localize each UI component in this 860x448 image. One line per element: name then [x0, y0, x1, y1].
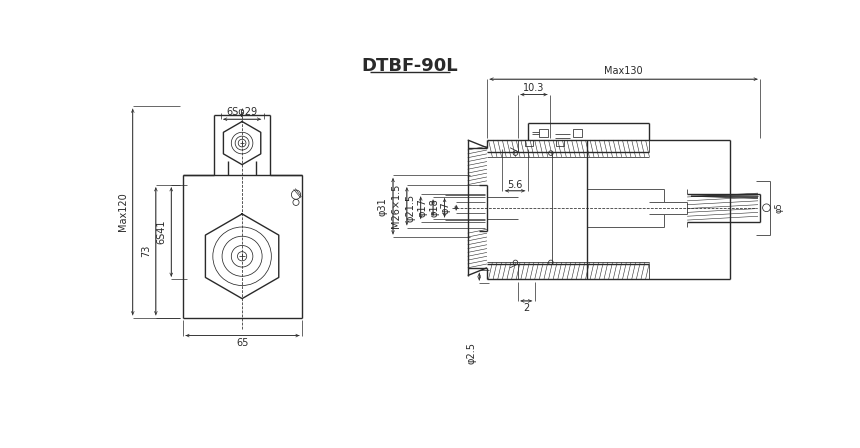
Text: 73: 73 [141, 245, 151, 258]
Text: DTBF-90L: DTBF-90L [362, 57, 458, 75]
Text: 2: 2 [523, 303, 530, 313]
Text: φ31: φ31 [378, 197, 388, 215]
Text: φ21.5: φ21.5 [405, 194, 415, 222]
Text: φ5: φ5 [774, 202, 783, 213]
Bar [556, 140, 564, 146]
Text: Max130: Max130 [605, 66, 643, 77]
Text: φ7: φ7 [441, 202, 451, 214]
Text: Max120: Max120 [118, 193, 128, 231]
Text: 6Sφ29: 6Sφ29 [226, 107, 258, 117]
Text: 65: 65 [237, 337, 249, 348]
Text: 5.6: 5.6 [507, 180, 523, 190]
Bar [538, 129, 548, 137]
Text: M26×1.5: M26×1.5 [391, 184, 402, 228]
Text: φ18: φ18 [429, 198, 439, 217]
Text: φ2.5: φ2.5 [467, 341, 476, 363]
Text: φ17: φ17 [418, 198, 427, 217]
Bar [525, 140, 533, 146]
Bar [574, 129, 582, 137]
Text: 10.3: 10.3 [523, 83, 544, 94]
Text: 6S41: 6S41 [157, 220, 167, 244]
